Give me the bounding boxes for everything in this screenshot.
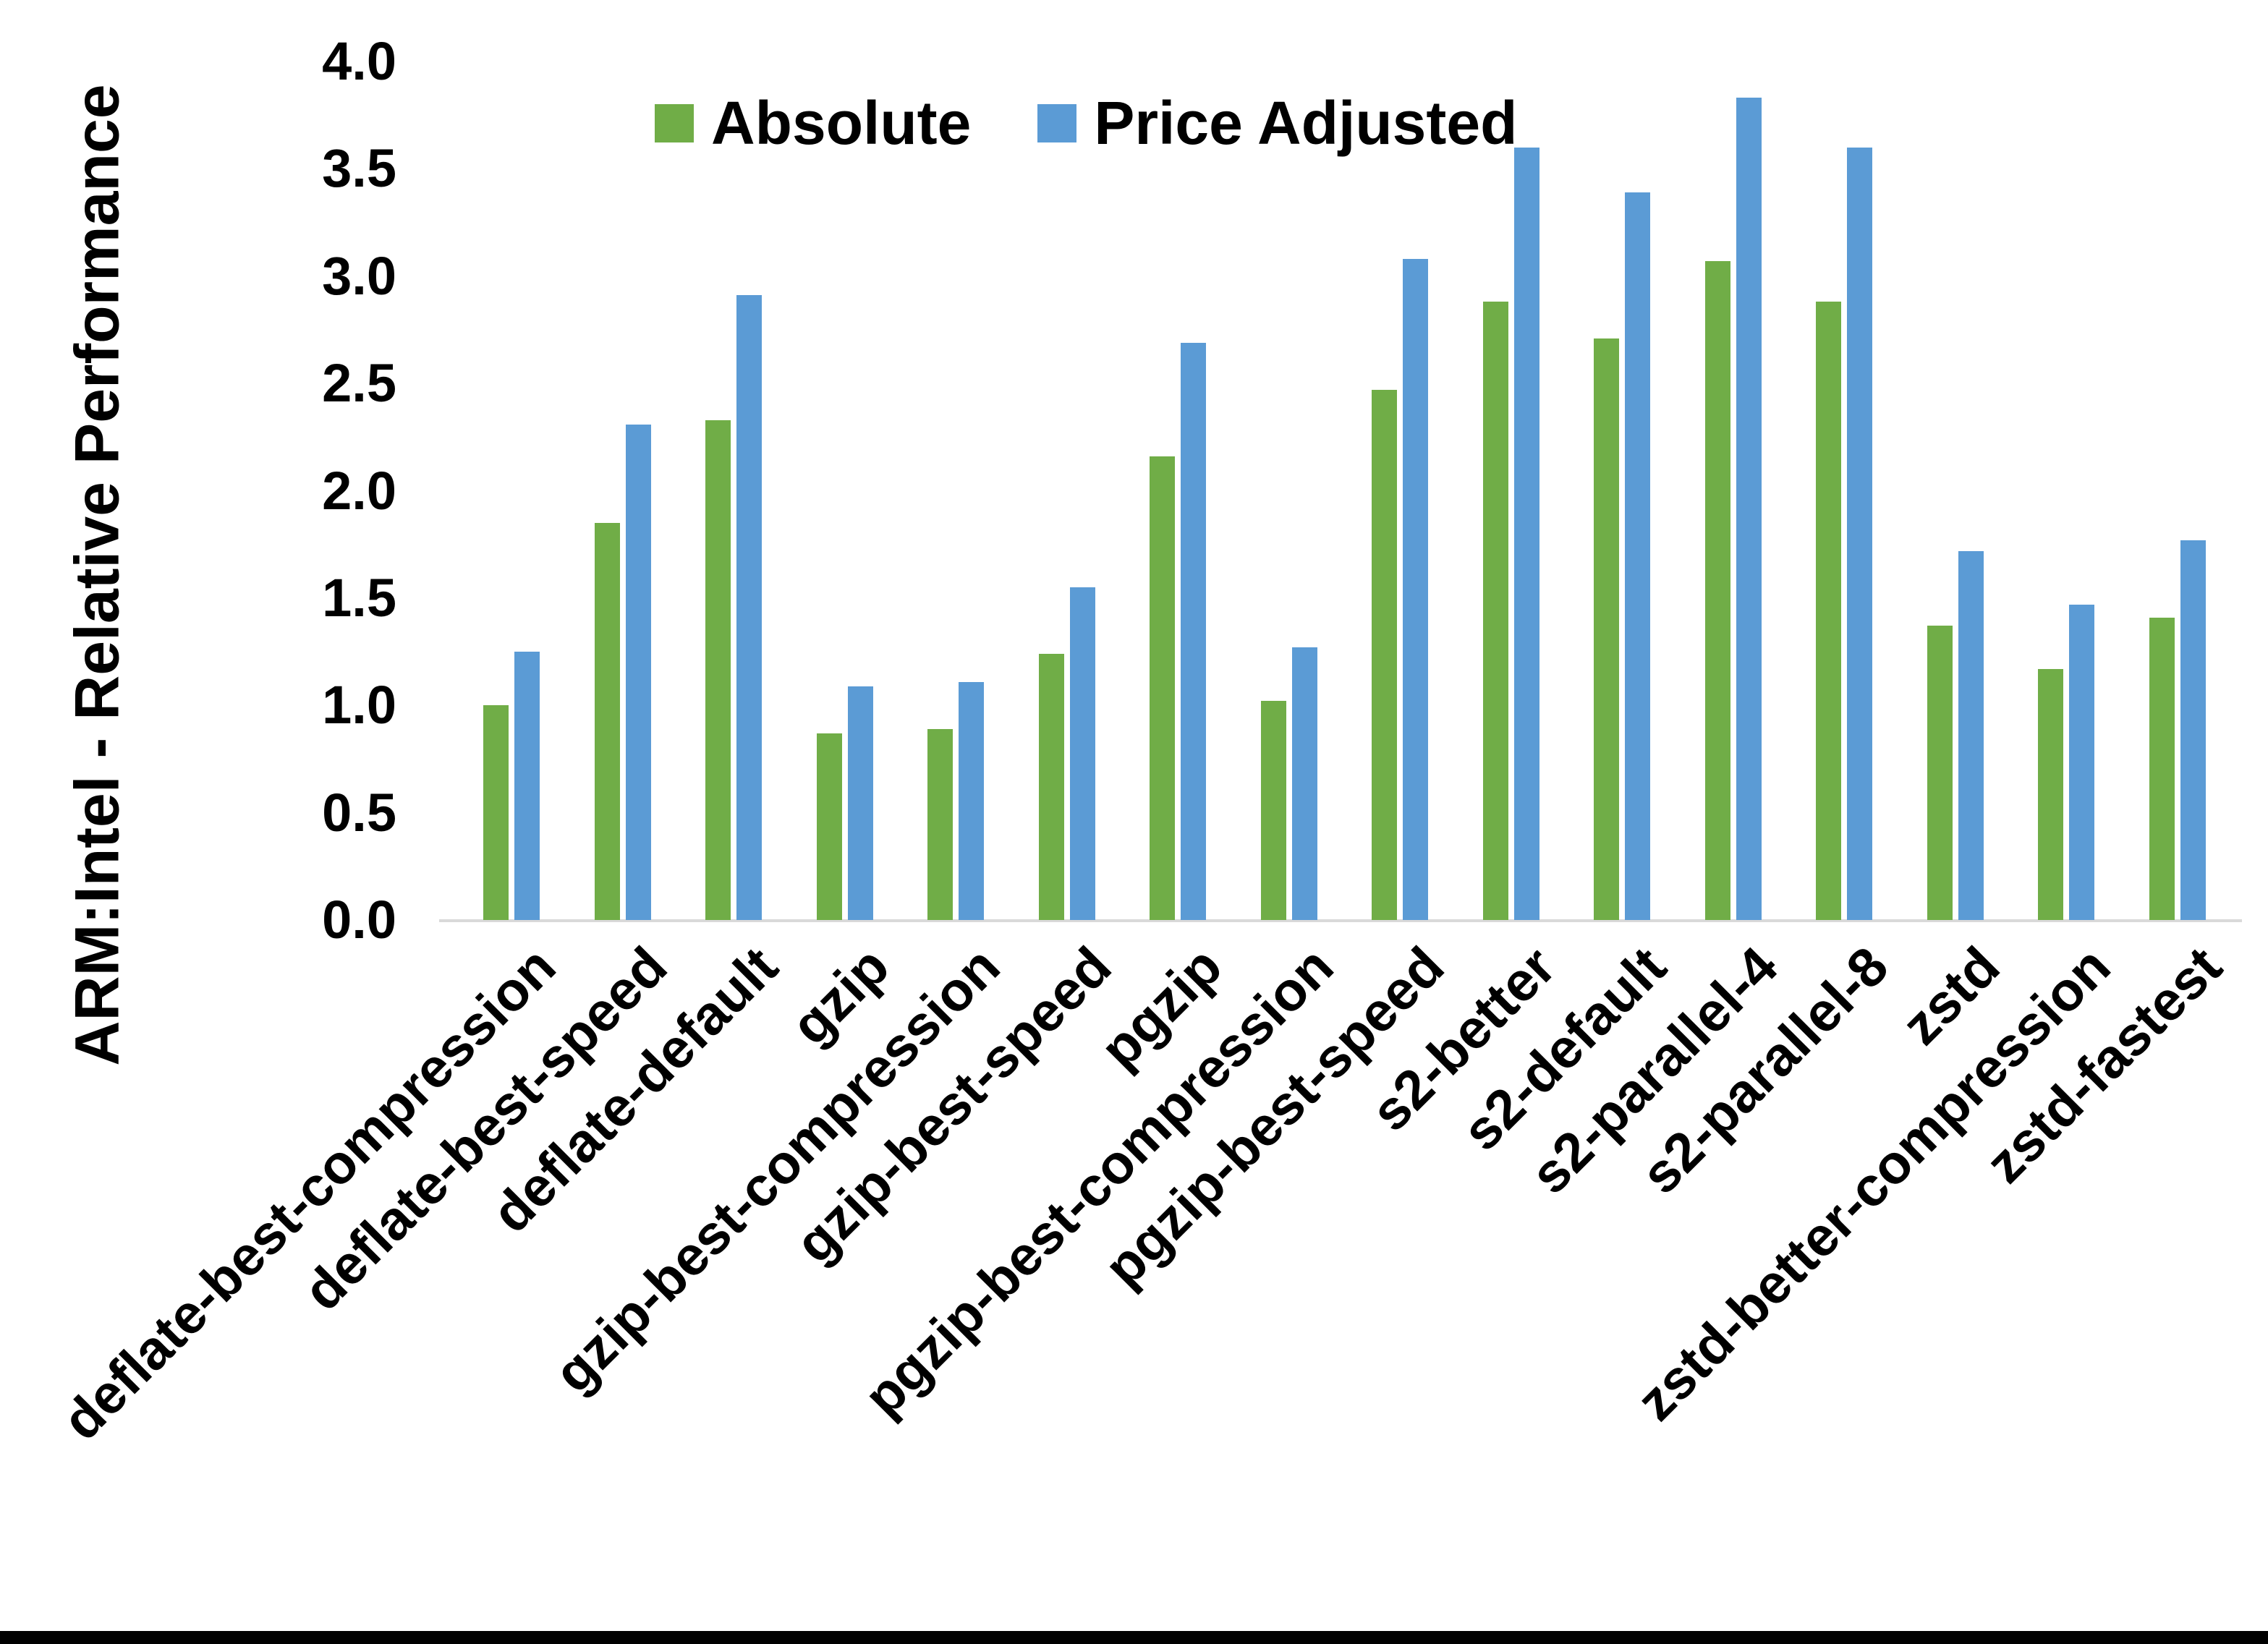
bar-price-adjusted-s2-default bbox=[1625, 192, 1650, 920]
x-axis-line bbox=[439, 919, 2242, 922]
bar-price-adjusted-pgzip bbox=[1181, 342, 1206, 920]
legend-swatch-icon bbox=[1037, 104, 1077, 142]
bar-price-adjusted-zstd-better-compression bbox=[2069, 604, 2094, 920]
bar-price-adjusted-pgzip-best-speed bbox=[1403, 259, 1428, 920]
bar-price-adjusted-s2-better bbox=[1513, 147, 1539, 920]
bar-absolute-deflate-best-speed bbox=[594, 523, 620, 920]
y-tick-label: 2.5 bbox=[322, 353, 396, 414]
bar-absolute-deflate-best-compression bbox=[483, 705, 509, 920]
bar-price-adjusted-s2-parallel-4 bbox=[1736, 98, 1762, 920]
y-tick-label: 0.5 bbox=[322, 782, 396, 843]
bar-absolute-pgzip-best-compression bbox=[1260, 701, 1286, 920]
bar-absolute-pgzip-best-speed bbox=[1372, 390, 1397, 920]
legend-label: Price Adjusted bbox=[1094, 89, 1518, 157]
bar-absolute-gzip-best-compression bbox=[927, 728, 953, 920]
bar-price-adjusted-zstd bbox=[1958, 550, 1984, 920]
legend-item-price-adjusted: Price Adjusted bbox=[1037, 88, 1517, 158]
window-bottom-border bbox=[0, 1631, 2268, 1644]
bar-absolute-gzip-best-speed bbox=[1038, 654, 1064, 920]
bar-absolute-zstd bbox=[1927, 626, 1953, 920]
y-tick-label: 1.5 bbox=[322, 567, 396, 628]
bar-price-adjusted-deflate-default bbox=[736, 295, 762, 920]
bar-price-adjusted-deflate-best-compression bbox=[514, 652, 540, 920]
y-axis-title: ARM:Intel - Relative Performance bbox=[62, 84, 132, 1066]
legend-swatch-icon bbox=[655, 104, 694, 142]
bar-absolute-zstd-fastest bbox=[2149, 617, 2175, 920]
y-tick-label: 0.0 bbox=[322, 890, 396, 950]
y-tick-label: 2.0 bbox=[322, 460, 396, 521]
bar-absolute-s2-parallel-8 bbox=[1816, 302, 1841, 920]
y-tick-label: 3.5 bbox=[322, 138, 396, 199]
bar-price-adjusted-gzip bbox=[847, 686, 873, 920]
plot-area bbox=[439, 61, 2242, 922]
bar-absolute-s2-default bbox=[1594, 338, 1619, 920]
bar-absolute-deflate-default bbox=[705, 419, 731, 920]
bar-price-adjusted-gzip-best-compression bbox=[959, 681, 984, 920]
bar-price-adjusted-s2-parallel-8 bbox=[1847, 147, 1872, 920]
bar-absolute-s2-better bbox=[1482, 302, 1508, 920]
y-tick-label: 4.0 bbox=[322, 31, 396, 91]
bar-price-adjusted-deflate-best-speed bbox=[625, 424, 651, 920]
bar-absolute-gzip bbox=[816, 733, 842, 920]
bar-price-adjusted-zstd-fastest bbox=[2180, 540, 2206, 920]
bar-absolute-pgzip bbox=[1150, 456, 1175, 920]
legend: Absolute Price Adjusted bbox=[655, 88, 1517, 158]
bar-absolute-s2-parallel-4 bbox=[1704, 260, 1730, 920]
y-tick-label: 1.0 bbox=[322, 675, 396, 736]
bar-price-adjusted-gzip-best-speed bbox=[1069, 587, 1095, 920]
bar-absolute-zstd-better-compression bbox=[2038, 668, 2063, 920]
legend-label: Absolute bbox=[711, 89, 972, 157]
y-tick-label: 3.0 bbox=[322, 245, 396, 306]
legend-item-absolute: Absolute bbox=[655, 88, 971, 158]
bar-price-adjusted-pgzip-best-compression bbox=[1291, 647, 1317, 920]
